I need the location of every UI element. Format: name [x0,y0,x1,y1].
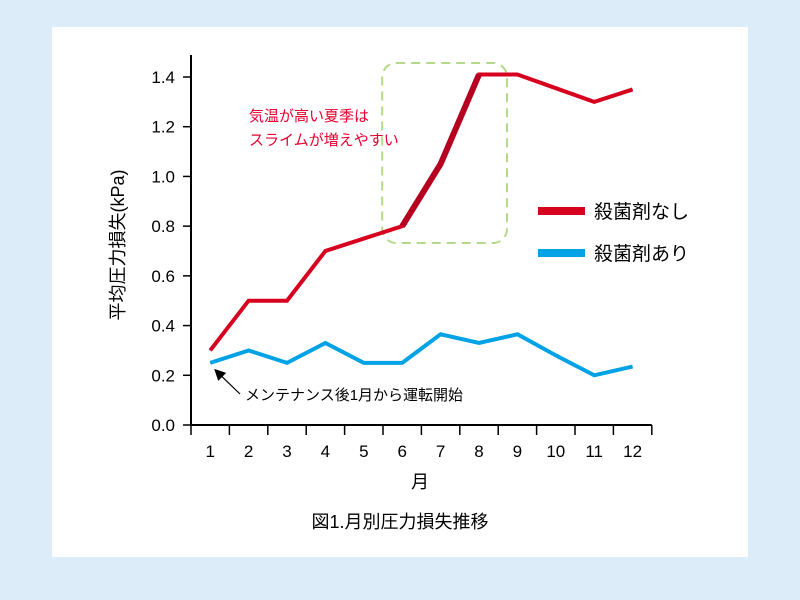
annotation-summer: スライムが増えやすい [249,132,399,149]
x-tick-label: 10 [546,442,565,461]
legend-label: 殺菌剤あり [594,243,689,265]
legend-label: 殺菌剤なし [594,201,689,223]
annotation-summer: 気温が高い夏季は [249,108,369,125]
x-tick-label: 5 [359,442,368,461]
x-tick-label: 2 [244,442,253,461]
x-tick-label: 12 [623,442,642,461]
y-tick-label: 0.2 [151,366,175,385]
chart-panel [52,27,748,557]
x-tick-label: 11 [585,442,603,461]
x-tick-label: 9 [513,442,522,461]
x-tick-label: 4 [321,442,330,461]
chart-title: 図1.月別圧力損失推移 [311,512,488,532]
x-axis-label: 月 [411,472,429,492]
y-axis-label: 平均圧力損失(kPa) [108,169,128,320]
annotation-maintenance: メンテナンス後1月から運転開始 [245,387,463,404]
annotation-arrow-line [219,374,241,395]
y-tick-label: 0.8 [151,217,175,236]
x-tick-label: 3 [282,442,291,461]
y-tick-label: 0.0 [151,416,175,435]
y-tick-label: 0.4 [151,317,175,336]
series-line-2 [209,332,634,378]
x-tick-label: 1 [205,442,214,461]
highlight-segment [399,73,482,228]
y-tick-label: 0.6 [151,267,175,286]
highlight-box [381,62,509,244]
y-tick-label: 1.2 [151,118,175,137]
y-tick-label: 1.0 [151,167,175,186]
x-tick-label: 7 [436,442,445,461]
x-tick-label: 6 [397,442,406,461]
y-tick-label: 1.4 [151,68,175,87]
x-tick-label: 8 [474,442,483,461]
arrow-head-icon [214,368,227,381]
